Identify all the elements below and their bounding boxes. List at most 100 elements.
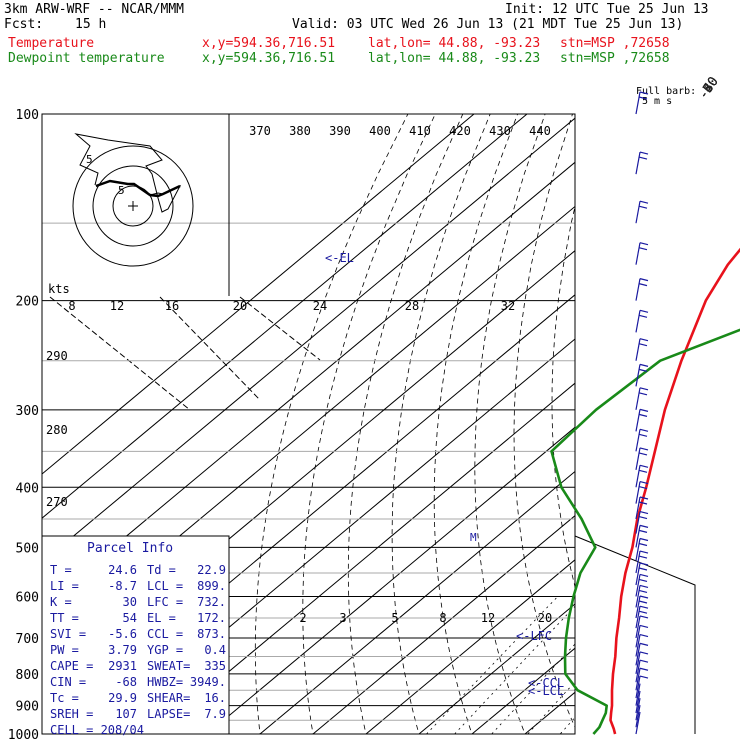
parcel-label: CCL =	[147, 627, 183, 641]
parcel-label: T =	[50, 563, 72, 577]
wind-barb-flag	[638, 433, 648, 437]
wind-barb-flag	[638, 578, 648, 583]
wind-barb-flag	[639, 363, 649, 367]
theta-label: 370	[249, 124, 271, 138]
wind-barb-flag	[639, 200, 649, 204]
dewpoint-latlon: lat,lon= 44.88, -93.23	[368, 51, 541, 66]
wind-barb-flag	[638, 205, 648, 209]
theta-label: 390	[329, 124, 351, 138]
theta-label: 400	[369, 124, 391, 138]
hodograph-speed-label: 28	[405, 299, 419, 313]
wind-barb-flag	[638, 610, 648, 614]
parcel-label: YGP =	[147, 643, 183, 657]
wind-barb	[635, 574, 641, 597]
wind-barb	[635, 562, 641, 586]
dry-adiabat-line	[589, 114, 692, 740]
hodograph-speed-label: 32	[501, 299, 515, 313]
wind-barb-flag	[639, 562, 649, 566]
hodograph-speed-label: 20	[233, 299, 247, 313]
wind-barb-flag	[638, 392, 648, 396]
wind-barb-flag	[639, 537, 649, 542]
hodograph-inner-trace	[95, 179, 181, 198]
wind-barb-flag	[639, 584, 649, 589]
dry-adiabat-line	[724, 114, 740, 740]
hodograph-speed-label: 8	[68, 299, 75, 313]
theta-label: 380	[289, 124, 311, 138]
hodograph-ring-label: 5	[118, 184, 125, 197]
wind-barb-flag	[639, 464, 649, 468]
dry-adiabat-line	[659, 114, 740, 740]
dewpoint-xy: x,y=594.36,716.51	[202, 51, 336, 66]
wind-barb-flag	[639, 278, 649, 282]
wind-barb-flag	[638, 368, 648, 372]
height-label: 270	[46, 495, 68, 509]
wind-barb	[635, 668, 641, 691]
parcel-label: SREH =	[50, 707, 93, 721]
wind-barb	[635, 91, 641, 115]
isotherm-line	[365, 559, 575, 734]
wind-barb	[635, 683, 641, 706]
theta-label: 440	[529, 124, 551, 138]
dry-adiabat-line	[391, 114, 491, 734]
height-label: 290	[46, 349, 68, 363]
wind-barb-flag	[638, 343, 648, 347]
hodograph-scale-line	[159, 296, 261, 401]
plot-frame	[41, 113, 576, 735]
parcel-label: EL =	[147, 611, 176, 625]
parcel-label: LI =	[50, 579, 79, 593]
wind-panel-outline	[574, 535, 696, 734]
wind-barb	[635, 711, 641, 735]
isotherm-line	[471, 647, 575, 734]
dry-adiabat-line	[433, 114, 518, 734]
temperature-legend: Temperature	[8, 36, 95, 51]
parcel-value: 172.	[197, 611, 226, 625]
wind-barb	[635, 338, 641, 361]
parcel-value: 54	[123, 611, 137, 625]
wind-barb-flag	[638, 452, 648, 456]
wind-barb-flag	[639, 242, 649, 246]
wind-barb	[635, 364, 641, 387]
wind-barb-flag	[639, 605, 649, 609]
dry-adiabat-line	[302, 114, 436, 734]
wind-barb	[635, 538, 641, 561]
parcel-value: 335	[204, 659, 226, 673]
wind-barb-flag	[639, 428, 649, 432]
el-marker: <-EL	[325, 251, 354, 265]
wind-barb-flag	[639, 481, 649, 485]
wind-barb	[635, 201, 641, 224]
parcel-label: Tc =	[50, 691, 79, 705]
wind-barb-flag	[639, 408, 649, 412]
isotherm-line	[524, 691, 575, 734]
dry-adiabat-line	[692, 114, 740, 740]
mixing-ratio-label: 12	[481, 611, 495, 625]
parcel-label: K =	[50, 595, 72, 609]
wind-barb-flag	[639, 309, 649, 313]
dry-adiabat-line	[474, 114, 546, 734]
parcel-label: LCL =	[147, 579, 183, 593]
barb-legend-unit: 5 m s	[642, 96, 672, 107]
isotherm-line	[206, 426, 575, 734]
wind-barb	[635, 606, 641, 629]
wind-barb-flag	[639, 151, 649, 155]
hodograph-ring-label: 5	[86, 153, 93, 166]
parcel-label: Td =	[147, 563, 176, 577]
pressure-tick-label: 100	[16, 108, 39, 123]
dewpoint-profile	[550, 328, 740, 735]
wind-barb-flag	[639, 615, 649, 619]
init-time: Init: 12 UTC Tue 25 Jun 13	[505, 2, 709, 17]
wind-barb	[635, 409, 641, 432]
wind-barb	[635, 660, 641, 683]
hodograph-ring	[72, 145, 194, 267]
wind-barb	[635, 585, 641, 608]
dry-adiabat-line	[254, 114, 409, 734]
pressure-tick-label: 500	[16, 541, 39, 556]
fcst-label: Fcst:	[4, 17, 44, 32]
wind-barb-flag	[639, 387, 649, 391]
barb-legend-title: Full barb:	[636, 86, 696, 97]
model-title: 3km ARW-WRF -- NCAR/MMM	[4, 2, 185, 17]
wind-barb	[635, 690, 641, 714]
parcel-info-title: Parcel Info	[87, 541, 173, 556]
parcel-value: -8.7	[108, 579, 137, 593]
